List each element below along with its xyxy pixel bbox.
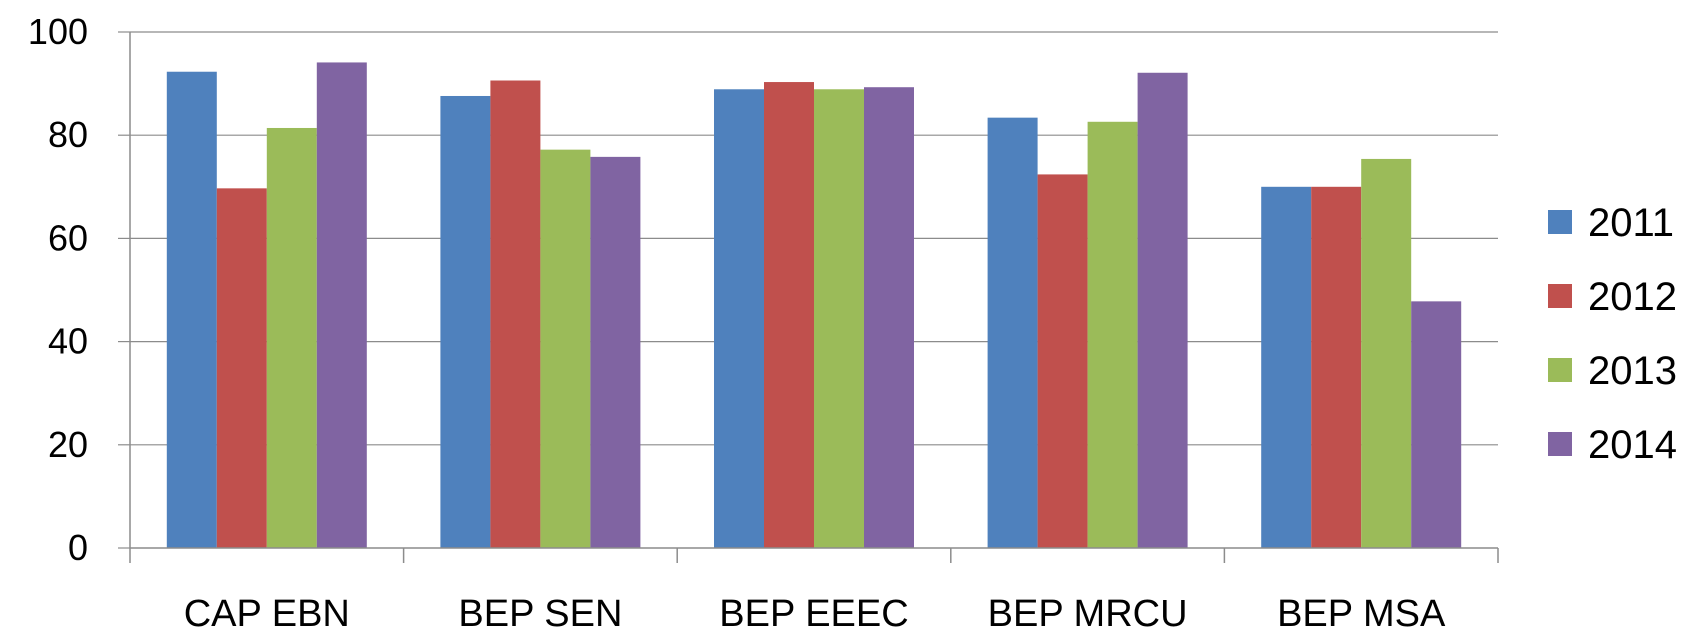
bar-2013-bep-mrcu: [1087, 121, 1138, 548]
axes: [118, 31, 1499, 563]
legend-label: 2011: [1588, 201, 1674, 245]
bars: [166, 62, 1462, 549]
legend-swatch-2014: [1548, 432, 1572, 456]
x-category-label: BEP MSA: [1277, 593, 1446, 635]
bar-2014-bep-eeec: [864, 87, 914, 548]
bar-2013-bep-sen: [540, 149, 591, 548]
bar-2014-bep-sen: [590, 156, 641, 548]
bar-2014-cap-ebn: [316, 62, 367, 548]
x-category-label: BEP SEN: [458, 593, 622, 635]
bar-2012-bep-eeec: [764, 82, 814, 548]
x-category-label: CAP EBN: [184, 593, 350, 635]
y-tick-labels: 0 20 40 60 80 100: [28, 11, 88, 568]
bar-2011-bep-sen: [440, 95, 491, 548]
y-tick-label: 60: [48, 217, 88, 258]
x-category-labels: CAP EBN BEP SEN BEP EEEC BEP MRCU BEP MSA: [184, 593, 1446, 635]
bar-2011-cap-ebn: [166, 71, 217, 549]
bar-2013-cap-ebn: [266, 127, 317, 548]
y-tick-label: 20: [48, 424, 88, 465]
y-tick-label: 80: [48, 114, 88, 155]
bar-2011-bep-eeec: [714, 89, 764, 548]
bar-2012-bep-msa: [1311, 186, 1362, 549]
legend-swatch-2013: [1548, 358, 1572, 382]
bar-2012-bep-sen: [490, 80, 541, 548]
bar-2013-bep-msa: [1361, 158, 1412, 548]
bar-2011-bep-mrcu: [987, 117, 1038, 548]
legend: 2011 2012 2013 2014: [1548, 201, 1677, 467]
x-category-label: BEP EEEC: [719, 593, 908, 635]
legend-label: 2012: [1588, 275, 1677, 319]
legend-swatch-2011: [1548, 210, 1572, 234]
bar-2014-bep-mrcu: [1137, 72, 1188, 548]
y-tick-label: 100: [28, 11, 88, 52]
bar-2014-bep-msa: [1411, 301, 1462, 548]
bar-2012-cap-ebn: [216, 188, 267, 548]
y-tick-label: 40: [48, 321, 88, 362]
legend-label: 2013: [1588, 349, 1677, 393]
bar-2013-bep-eeec: [814, 89, 864, 548]
legend-swatch-2012: [1548, 284, 1572, 308]
x-category-label: BEP MRCU: [988, 593, 1188, 635]
bar-2012-bep-mrcu: [1037, 174, 1088, 548]
y-tick-label: 0: [68, 527, 88, 568]
bar-2011-bep-msa: [1261, 186, 1312, 549]
legend-label: 2014: [1588, 423, 1677, 467]
